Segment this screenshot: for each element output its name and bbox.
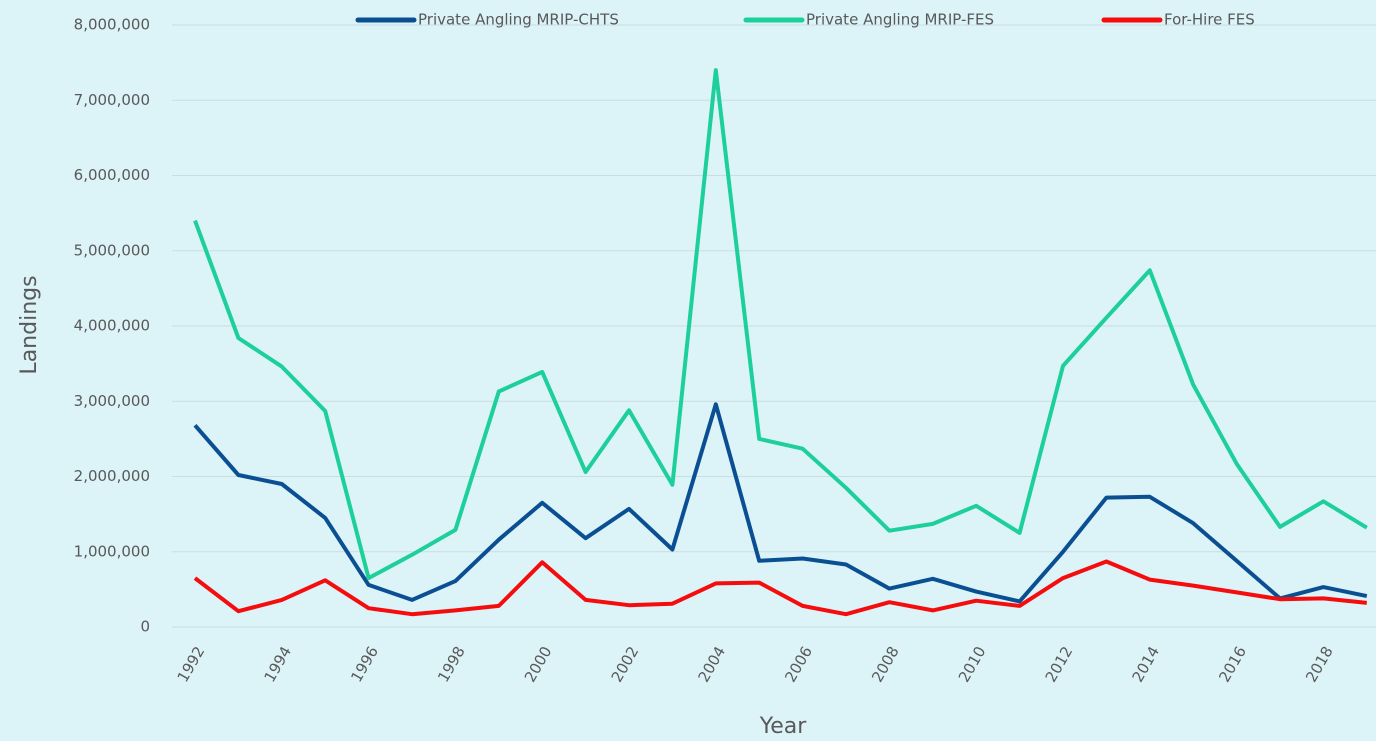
y-tick-label: 3,000,000 [74,392,150,410]
y-tick-label: 2,000,000 [74,467,150,485]
x-tick-label: 1996 [347,643,382,685]
x-tick-label: 2010 [955,643,990,685]
x-tick-label: 2012 [1042,643,1077,685]
y-tick-label: 8,000,000 [74,16,150,34]
x-tick-label: 2016 [1215,643,1250,685]
line-series [193,68,1368,581]
x-axis-title: Year [759,714,808,739]
x-tick-label: 2018 [1302,643,1337,685]
line-series [193,402,1368,604]
x-tick-label: 2014 [1128,643,1163,685]
x-tick-label: 1998 [434,643,469,685]
x-tick-label: 2004 [694,643,729,685]
y-tick-label: 0 [140,618,150,636]
legend-label: For-Hire FES [1164,11,1255,29]
x-tick-label: 1992 [174,643,209,685]
x-tick-label: 1994 [260,643,295,685]
y-tick-label: 4,000,000 [74,317,150,335]
y-axis-title: Landings [17,275,42,374]
y-tick-label: 1,000,000 [74,542,150,560]
line-series [193,559,1368,617]
legend-label: Private Angling MRIP-CHTS [418,11,619,29]
x-tick-label: 2008 [868,643,903,685]
y-tick-label: 7,000,000 [74,91,150,109]
x-tick-label: 2002 [608,643,643,685]
y-tick-label: 5,000,000 [74,241,150,259]
y-tick-label: 6,000,000 [74,166,150,184]
legend-label: Private Angling MRIP-FES [806,11,994,29]
x-tick-label: 2000 [521,643,556,685]
x-tick-label: 2006 [781,643,816,685]
